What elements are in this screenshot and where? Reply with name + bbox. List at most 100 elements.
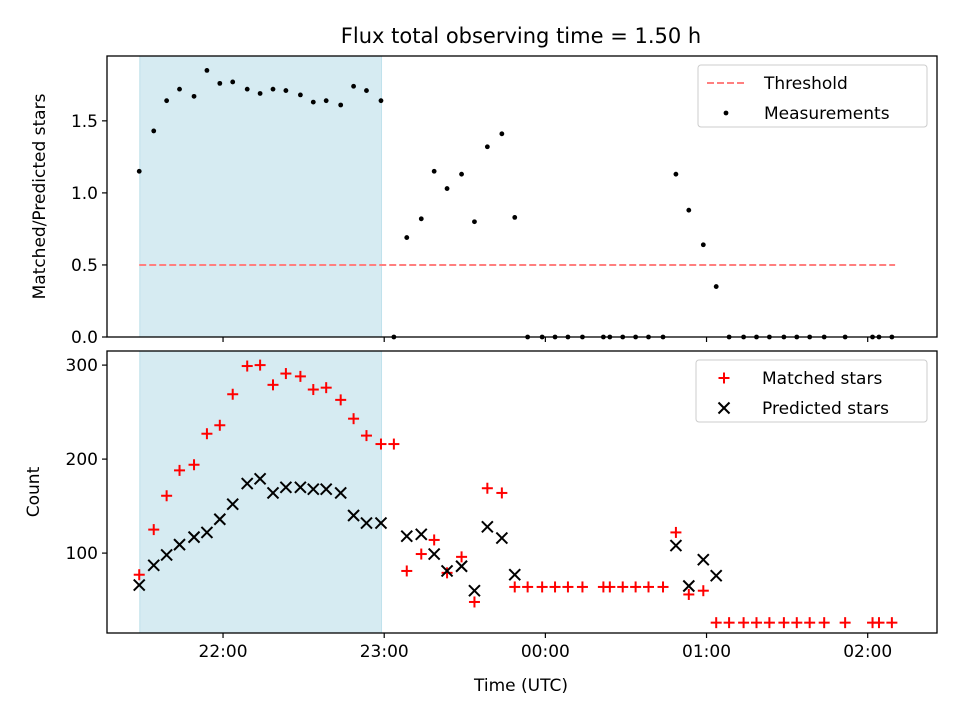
matched-stars-point — [804, 617, 816, 629]
matched-stars-point — [818, 617, 830, 629]
measurements-legend-label: Measurements — [764, 104, 890, 124]
matched-stars-point — [375, 438, 387, 450]
matched-stars-point — [441, 567, 453, 579]
predicted-stars-legend-label: Predicted stars — [762, 399, 889, 419]
matched-stars-point — [468, 596, 480, 608]
measurements-point — [283, 88, 289, 93]
chart-title: Flux total observing time = 1.50 h — [341, 24, 701, 48]
matched-stars-point — [227, 388, 239, 400]
predicted-stars-point — [213, 513, 227, 526]
measurements-point — [431, 168, 437, 174]
matched-stars-point — [496, 487, 508, 499]
measurements-point — [257, 91, 263, 96]
measurements-point — [418, 216, 424, 222]
matched-stars-point — [791, 617, 803, 629]
predicted-stars-point — [468, 584, 481, 597]
matched-stars-point — [307, 384, 319, 396]
matched-stars-point — [161, 490, 173, 502]
matched-stars-point — [670, 526, 682, 538]
count-legend-box — [695, 359, 928, 423]
count-panel-frame — [106, 350, 938, 634]
x-tick-label: 00:00 — [521, 642, 570, 662]
predicted-stars-point — [347, 509, 360, 522]
y-tick-label: 0.5 — [71, 256, 98, 276]
x-axis-label: Time (UTC) — [473, 676, 568, 696]
measurements-point — [484, 144, 490, 150]
predicted-stars-point — [307, 482, 320, 496]
predicted-stars-point — [400, 529, 413, 543]
x-tick-label: 22:00 — [199, 642, 248, 662]
measurements-point — [472, 219, 477, 225]
matched-stars-point — [643, 581, 655, 593]
count-panel: 100 200 300 22:00 23:00 00:00 01:00 02:00 Count… — [24, 350, 938, 662]
matched-stars-point — [201, 428, 213, 440]
measurements-point — [404, 235, 410, 240]
measurements-point — [338, 102, 344, 108]
ratio-legend: Threshold Measurements — [697, 64, 928, 128]
matched-stars-point — [750, 617, 762, 629]
measurements-point — [270, 86, 276, 92]
measurements-point — [151, 128, 157, 134]
matched-stars-point — [188, 459, 200, 471]
predicted-stars-point — [266, 486, 280, 500]
measurements-point — [351, 83, 356, 89]
predicted-stars-point — [241, 477, 254, 490]
measurements-legend-swatch — [723, 110, 729, 116]
matched-stars-legend-swatch — [718, 372, 730, 384]
y-tick-label: 1.0 — [71, 184, 98, 204]
matched-stars-point — [697, 585, 709, 597]
y-tick-label: 1.5 — [71, 112, 98, 132]
predicted-stars-point — [147, 559, 160, 572]
measurements-point — [204, 68, 210, 73]
legend-marker — [718, 372, 730, 384]
predicted-stars-point — [200, 526, 214, 539]
matched-stars-point — [294, 370, 306, 382]
predicted-stars-point — [697, 553, 710, 566]
matched-stars-point — [657, 581, 669, 593]
measurements-point — [364, 88, 369, 93]
ratio-panel-frame — [106, 55, 938, 338]
predicted-stars-point — [508, 568, 521, 581]
matched-stars-point — [536, 581, 548, 593]
matched-stars-point — [562, 581, 574, 593]
matched-stars-point — [683, 588, 695, 600]
y-tick-label: 0.0 — [71, 328, 98, 348]
predicted-stars-point — [334, 486, 347, 500]
matched-stars-point — [335, 394, 347, 406]
matched-stars-point — [738, 617, 750, 629]
observing-window-shade — [139, 350, 383, 634]
matched-stars-point — [522, 581, 534, 593]
predicted-stars-point — [253, 472, 267, 486]
count-y-axis-label: Count — [24, 466, 44, 517]
matched-stars-point — [214, 419, 226, 431]
y-tick-label: 100 — [66, 544, 98, 564]
matched-stars-point — [415, 548, 427, 560]
matched-stars-point — [348, 413, 360, 425]
predicted-stars-point — [226, 498, 239, 511]
matched-stars-point — [617, 581, 629, 593]
matched-stars-point — [886, 617, 898, 629]
count-axes: 100 200 300 22:00 23:00 00:00 01:00 02:00 — [66, 356, 893, 662]
measurements-point — [512, 214, 518, 220]
measurements-point — [191, 93, 197, 99]
measurements-point — [673, 171, 679, 177]
matched-stars-point — [428, 534, 440, 546]
measurements-point — [230, 79, 236, 85]
measurements-point — [459, 171, 464, 177]
predicted-stars-point — [481, 520, 494, 533]
measurements-point — [177, 86, 182, 92]
ratio-legend-box — [697, 64, 928, 128]
predicted-stars-point — [173, 538, 186, 551]
matched-stars-point — [509, 581, 521, 593]
measurements-point — [323, 98, 329, 104]
predicted-stars-point — [294, 481, 307, 494]
predicted-stars-point — [709, 569, 723, 582]
ratio-y-axis-label: Matched/Predicted stars — [30, 93, 50, 299]
ratio-axes: 0.0 0.5 1.0 1.5 — [71, 112, 869, 348]
matched-stars-point — [549, 581, 561, 593]
measurements-point — [136, 168, 142, 174]
matched-stars-point — [133, 569, 145, 581]
ratio-panel: 0.0 0.5 1.0 1.5 Matched/Predicted stars Thr… — [30, 55, 938, 348]
predicted-stars-point — [427, 547, 441, 561]
predicted-stars-point — [319, 482, 333, 496]
